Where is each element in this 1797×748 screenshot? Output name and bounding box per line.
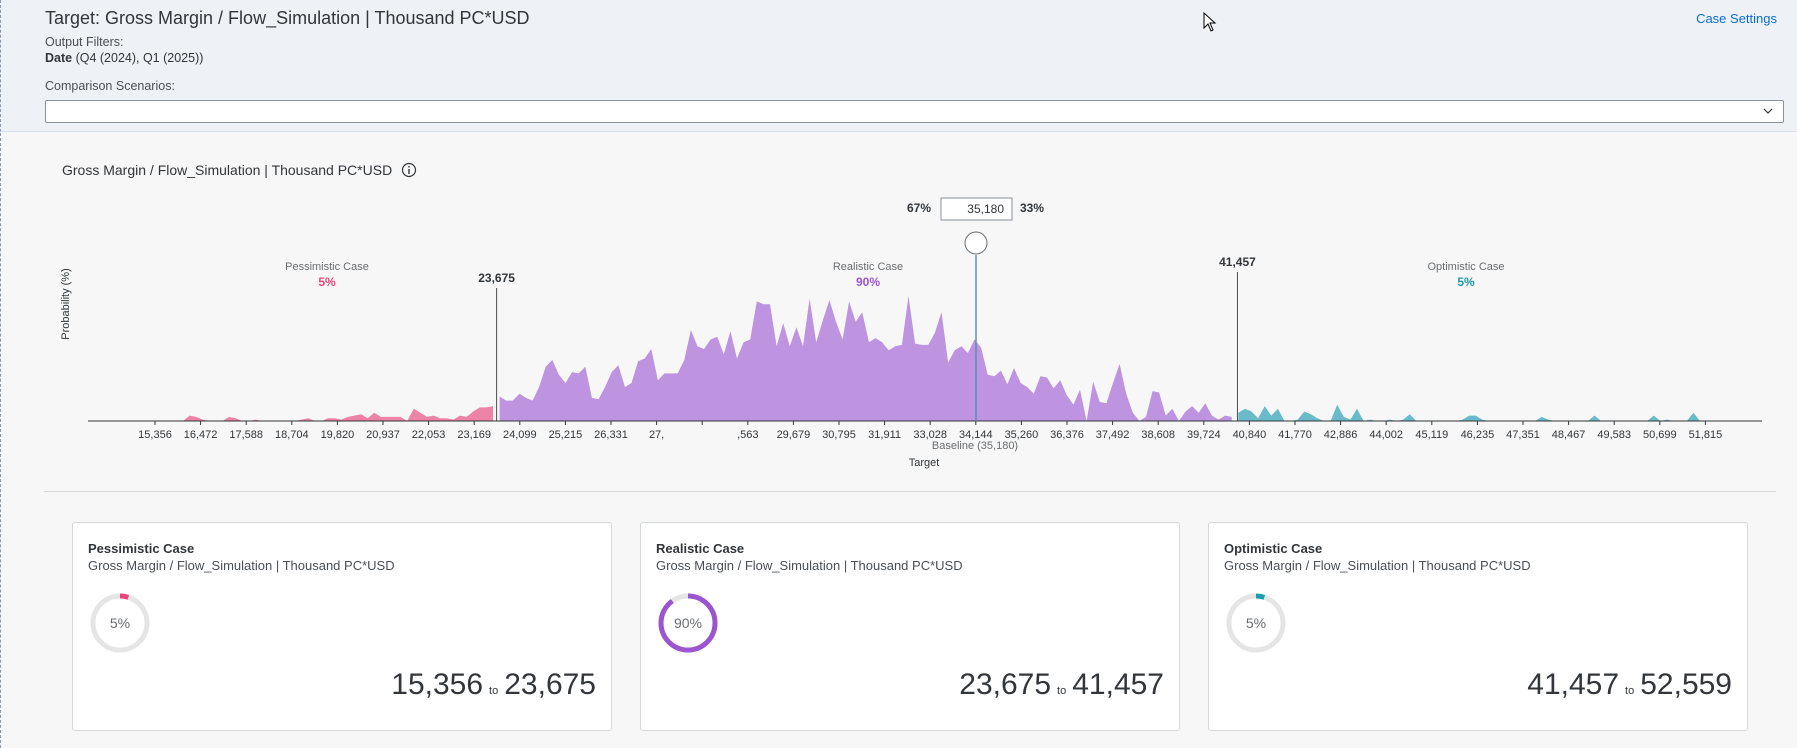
x-tick-label: 50,699 (1643, 429, 1677, 441)
range-to: 52,559 (1640, 668, 1732, 701)
x-tick-label: 20,937 (366, 429, 400, 441)
y-axis-label: Probability (%) (60, 268, 72, 340)
x-tick-label: 27, (649, 429, 664, 441)
x-tick-label: 23,169 (457, 429, 491, 441)
x-tick-label: 34,144 (959, 429, 993, 441)
x-axis-label: Target (909, 457, 940, 469)
header-panel: Target: Gross Margin / Flow_Simulation |… (0, 0, 1797, 132)
chevron-down-icon[interactable] (1763, 106, 1773, 116)
probability-distribution-chart: Probability (%) 23,675 41,457 15,356 16,47… (60, 197, 1762, 469)
percent-ring (90, 593, 150, 653)
realistic-case-card: Realistic Case Gross Margin / Flow_Simula… (640, 522, 1180, 731)
section-divider (44, 491, 1776, 492)
percent-ring-label: 5% (109, 615, 131, 631)
percent-ring-label: 90% (673, 615, 703, 631)
left-percent-label: 67% (907, 201, 931, 215)
card-subtitle: Gross Margin / Flow_Simulation | Thousan… (88, 558, 395, 573)
main-content (0, 133, 1797, 748)
optimistic-area (1238, 404, 1700, 421)
pessimistic-area (150, 406, 493, 421)
x-tick-label: 26,331 (594, 429, 628, 441)
optimistic-case-percent: 5% (1457, 275, 1475, 289)
pessimistic-case-label: Pessimistic Case (285, 261, 369, 273)
percent-ring (658, 593, 718, 653)
x-tick-label: 16,472 (184, 429, 218, 441)
x-tick-label: 40,840 (1233, 429, 1267, 441)
card-title: Realistic Case (656, 541, 745, 556)
pessimistic-case-card: Pessimistic Case Gross Margin / Flow_Simu… (72, 522, 612, 731)
range-to-word: to (489, 685, 499, 697)
x-tick-label: 38,608 (1141, 429, 1175, 441)
value-range: 41,457 to 52,559 (1527, 668, 1732, 702)
card-subtitle: Gross Margin / Flow_Simulation | Thousan… (1224, 558, 1531, 573)
right-percent-label: 33% (1020, 201, 1044, 215)
baseline-value-input-text: 35,180 (967, 202, 1004, 216)
x-tick-label: 29,679 (777, 429, 811, 441)
filter-name: Date (45, 51, 73, 65)
realistic-case-percent: 90% (856, 275, 880, 289)
range-to-word: to (1625, 685, 1635, 697)
x-tick-label: 49,583 (1597, 429, 1631, 441)
x-tick-label: 18,704 (275, 429, 309, 441)
mouse-cursor-icon (1203, 12, 1217, 32)
chart-title: Gross Margin / Flow_Simulation | Thousan… (62, 162, 393, 178)
info-icon[interactable] (401, 162, 417, 178)
filter-values: (Q4 (2024), Q1 (2025)) (72, 51, 204, 65)
page-title: Target: Gross Margin / Flow_Simulation |… (45, 8, 530, 28)
case-settings-link[interactable]: Case Settings (1696, 11, 1777, 26)
x-tick-label: 33,028 (913, 429, 947, 441)
x-tick-label: 51,815 (1689, 429, 1723, 441)
x-tick-label: 41,770 (1278, 429, 1312, 441)
x-tick-label: 45,119 (1415, 429, 1448, 441)
pessimistic-case-percent: 5% (318, 275, 336, 289)
x-tick-label: 36,376 (1050, 429, 1084, 441)
upper-threshold-label: 41,457 (1219, 255, 1256, 269)
x-tick-label: 24,099 (503, 429, 537, 441)
x-tick-label: 35,260 (1005, 429, 1039, 441)
x-tick-label: 47,351 (1506, 429, 1540, 441)
range-from: 23,675 (959, 668, 1052, 701)
optimistic-case-label: Optimistic Case (1427, 261, 1504, 273)
comparison-scenarios-label: Comparison Scenarios: (45, 79, 175, 93)
optimistic-case-card: Optimistic Case Gross Margin / Flow_Simul… (1208, 522, 1748, 731)
baseline-label: Baseline (35,180) (932, 440, 1018, 452)
percent-ring (1226, 593, 1286, 653)
range-from: 15,356 (391, 668, 484, 701)
card-subtitle: Gross Margin / Flow_Simulation | Thousan… (656, 558, 963, 573)
x-tick-label: 25,215 (549, 429, 583, 441)
x-tick-label: 31,911 (868, 429, 901, 441)
x-tick-label: 44,002 (1369, 429, 1403, 441)
baseline-value-input[interactable] (940, 197, 1013, 221)
comparison-scenarios-select[interactable] (45, 100, 1784, 123)
x-tick-label: 37,492 (1096, 429, 1130, 441)
baseline-slider-handle[interactable] (964, 231, 988, 255)
value-range: 15,356 to 23,675 (391, 668, 596, 702)
range-from: 41,457 (1527, 668, 1620, 701)
output-filters-value: Date (Q4 (2024), Q1 (2025)) (45, 51, 203, 65)
x-tick-label: 48,467 (1552, 429, 1586, 441)
range-to: 41,457 (1072, 668, 1164, 701)
lower-threshold-label: 23,675 (478, 271, 515, 285)
x-tick-label: 19,820 (321, 429, 355, 441)
x-tick-label: 30,795 (822, 429, 856, 441)
x-tick-label: ,563 (737, 429, 758, 441)
x-tick-label: 22,053 (412, 429, 446, 441)
x-tick-label: 42,886 (1324, 429, 1358, 441)
output-filters-label: Output Filters: (45, 35, 124, 49)
x-tick-label: 46,235 (1461, 429, 1495, 441)
range-to: 23,675 (504, 668, 596, 701)
realistic-case-label: Realistic Case (833, 261, 903, 273)
range-to-word: to (1057, 685, 1067, 697)
x-tick-label: 17,588 (229, 429, 263, 441)
realistic-area (499, 296, 1232, 421)
percent-ring-label: 5% (1245, 615, 1267, 631)
x-tick-label: 39,724 (1187, 429, 1221, 441)
x-tick-label: 15,356 (138, 429, 172, 441)
value-range: 23,675 to 41,457 (959, 668, 1164, 702)
card-title: Optimistic Case (1224, 541, 1323, 556)
card-title: Pessimistic Case (88, 541, 195, 556)
